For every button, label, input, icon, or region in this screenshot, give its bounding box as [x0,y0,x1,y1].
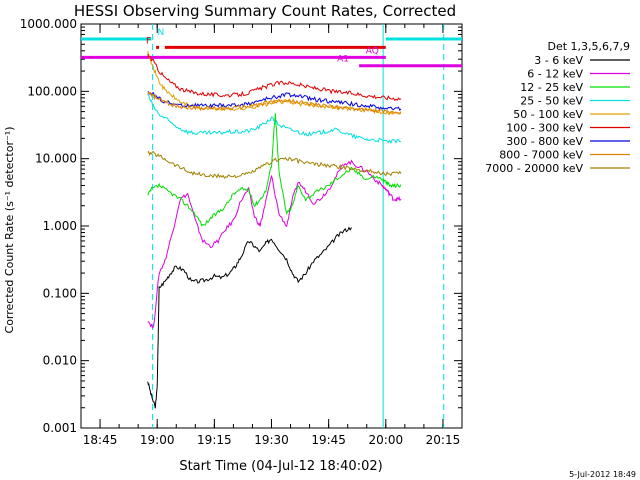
legend-title: Det 1,3,5,6,7,9 [547,40,630,53]
chart-title: HESSI Observing Summary Count Rates, Cor… [74,2,456,20]
legend-label: 50 - 100 keV [513,108,583,121]
legend-label: 300 - 800 keV [506,135,583,148]
legend-label: 12 - 25 keV [520,81,583,94]
legend-label: 7000 - 20000 keV [485,162,583,175]
x-tick-label: 19:30 [254,433,289,447]
x-tick-label: 18:45 [83,433,118,447]
x-tick-label: 19:15 [197,433,232,447]
series-line [147,150,402,179]
y-tick-label: 0.100 [43,286,77,300]
y-tick-label: 0.001 [43,421,77,435]
series-line [147,53,402,102]
legend-label: 100 - 300 keV [506,122,583,135]
y-tick-label: 100.000 [27,84,77,98]
y-tick-label: 0.010 [43,354,77,368]
series-line [147,91,402,111]
legend-label: 800 - 7000 keV [499,149,583,162]
legend-label: 25 - 50 keV [520,95,583,108]
series-line [147,226,352,409]
x-axis-label: Start Time (04-Jul-12 18:40:02) [179,459,382,474]
x-tick-label: 20:15 [426,433,461,447]
footer-timestamp: 5-Jul-2012 18:49 [569,470,636,479]
series-line [147,51,402,116]
legend-label: 6 - 12 keV [527,68,583,81]
band-label: F [146,36,151,46]
series-line [147,94,402,145]
y-tick-label: 1.000 [43,219,77,233]
band-label: N [157,28,164,38]
x-tick-label: 20:00 [369,433,404,447]
series-line [147,91,402,115]
x-tick-label: 19:45 [311,433,346,447]
series-line [147,113,402,227]
legend-label: 3 - 6 keV [534,54,583,67]
band-label: A1 [337,55,349,65]
plot-area: 1000.000 100.000 10.000 1.000 0.100 0.010 0.00… [20,17,463,447]
x-tick-label: 19:00 [140,433,175,447]
y-tick-label: 10.000 [35,152,77,166]
y-axis-label: Corrected Count Rate (s⁻¹ detector⁻¹) [3,127,16,334]
band-label: AQ [366,46,379,56]
y-tick-label: 1000.000 [20,17,77,31]
